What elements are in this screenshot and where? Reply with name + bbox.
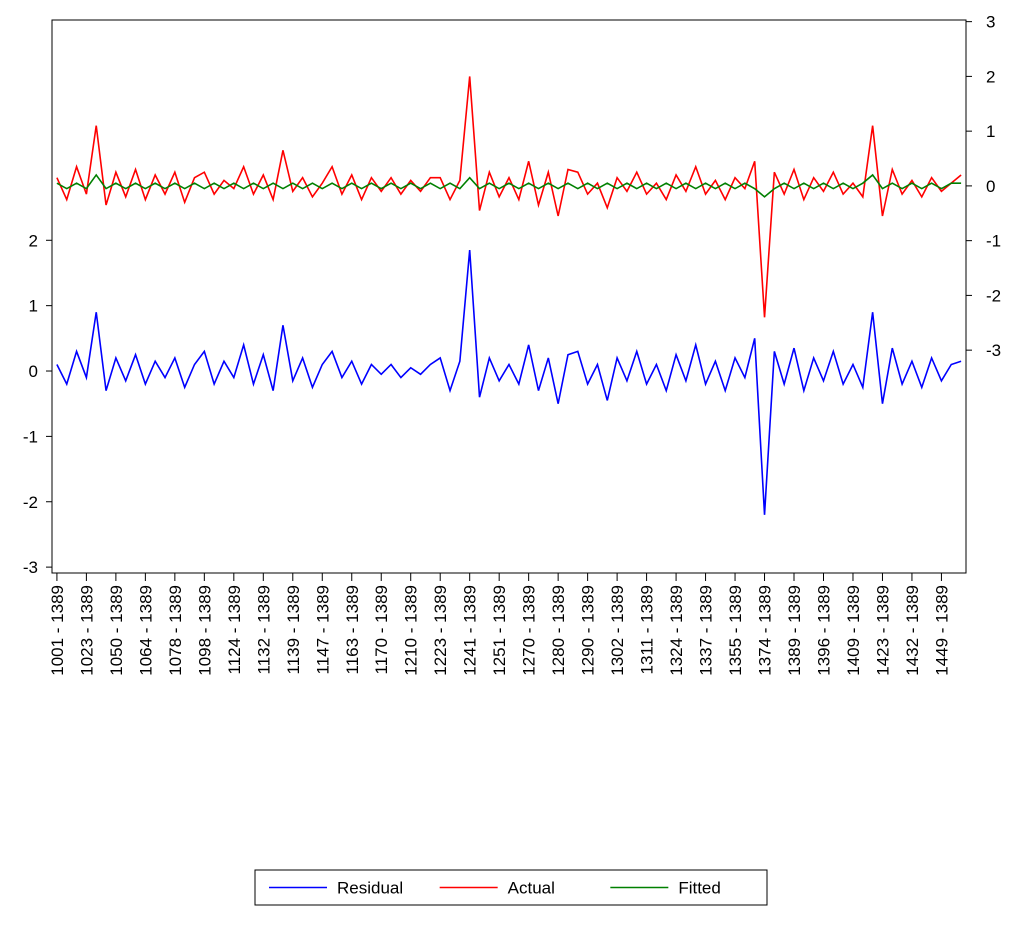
plot-frame — [51, 19, 967, 574]
x-tick-label: 1374 - 1389 — [756, 585, 775, 676]
x-tick-label: 1355 - 1389 — [726, 585, 745, 676]
y-tick-label: 1 — [29, 297, 38, 316]
y2-tick-label: 0 — [986, 177, 995, 196]
series-line — [56, 250, 962, 515]
x-tick-label: 1302 - 1389 — [608, 585, 627, 676]
x-tick-label: 1023 - 1389 — [77, 585, 96, 676]
y2-tick-label: 3 — [986, 13, 995, 32]
x-tick-label: 1078 - 1389 — [166, 585, 185, 676]
x-tick-label: 1132 - 1389 — [254, 585, 273, 674]
x-tick-label: 1270 - 1389 — [520, 585, 539, 676]
y2-tick-label: -1 — [986, 232, 1001, 251]
y-tick-label: -1 — [23, 427, 38, 446]
x-tick-label: 1280 - 1389 — [549, 585, 568, 676]
x-tick-label: 1050 - 1389 — [107, 585, 126, 676]
legend-label: Actual — [508, 879, 555, 898]
x-tick-label: 1324 - 1389 — [667, 585, 686, 676]
x-tick-label: 1311 - 1389 — [638, 585, 657, 674]
y-tick-label: 2 — [29, 231, 38, 250]
x-tick-label: 1064 - 1389 — [136, 585, 155, 676]
series-line — [56, 76, 962, 318]
x-tick-label: 1337 - 1389 — [697, 585, 716, 676]
x-tick-label: 1147 - 1389 — [313, 585, 332, 674]
x-tick-label: 1124 - 1389 — [225, 585, 244, 674]
x-tick-label: 1163 - 1389 — [343, 585, 362, 674]
x-tick-label: 1210 - 1389 — [402, 585, 421, 676]
x-tick-label: 1290 - 1389 — [579, 585, 598, 676]
x-tick-label: 1139 - 1389 — [284, 585, 303, 674]
y2-tick-label: -3 — [986, 341, 1001, 360]
x-tick-label: 1389 - 1389 — [785, 585, 804, 676]
y-tick-label: -2 — [23, 493, 38, 512]
x-tick-label: 1409 - 1389 — [844, 585, 863, 676]
y2-tick-label: 2 — [986, 67, 995, 86]
x-tick-label: 1396 - 1389 — [814, 585, 833, 676]
y2-tick-label: 1 — [986, 122, 995, 141]
legend-box — [254, 869, 768, 906]
x-tick-label: 1251 - 1389 — [490, 585, 509, 676]
legend-label: Residual — [337, 879, 403, 898]
x-tick-label: 1223 - 1389 — [431, 585, 450, 676]
y2-tick-label: -2 — [986, 286, 1001, 305]
x-tick-label: 1449 - 1389 — [932, 585, 951, 676]
x-tick-label: 1170 - 1389 — [372, 585, 391, 674]
x-tick-label: 1001 - 1389 — [48, 585, 67, 676]
x-tick-label: 1432 - 1389 — [903, 585, 922, 676]
series-line — [56, 173, 962, 198]
y-tick-label: -3 — [23, 558, 38, 577]
x-tick-label: 1241 - 1389 — [461, 585, 480, 676]
y-tick-label: 0 — [29, 362, 38, 381]
x-tick-label: 1423 - 1389 — [873, 585, 892, 676]
legend-label: Fitted — [678, 879, 721, 898]
x-tick-label: 1098 - 1389 — [195, 585, 214, 676]
